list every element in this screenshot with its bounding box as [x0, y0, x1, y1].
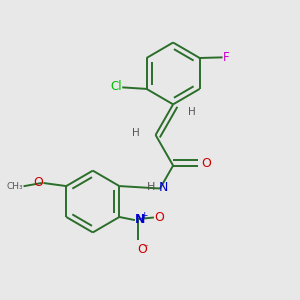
Text: O: O	[137, 244, 147, 256]
Text: H: H	[188, 107, 196, 117]
Text: H: H	[132, 128, 140, 139]
Text: O: O	[154, 211, 164, 224]
Text: +: +	[140, 211, 148, 220]
Text: CH₃: CH₃	[6, 182, 23, 190]
Text: Cl: Cl	[110, 80, 122, 93]
Text: O: O	[34, 176, 44, 189]
Text: H: H	[147, 182, 156, 192]
Text: F: F	[223, 51, 230, 64]
Text: N: N	[135, 213, 145, 226]
Text: N: N	[158, 181, 168, 194]
Text: ⁻: ⁻	[143, 243, 148, 253]
Text: O: O	[201, 157, 211, 170]
